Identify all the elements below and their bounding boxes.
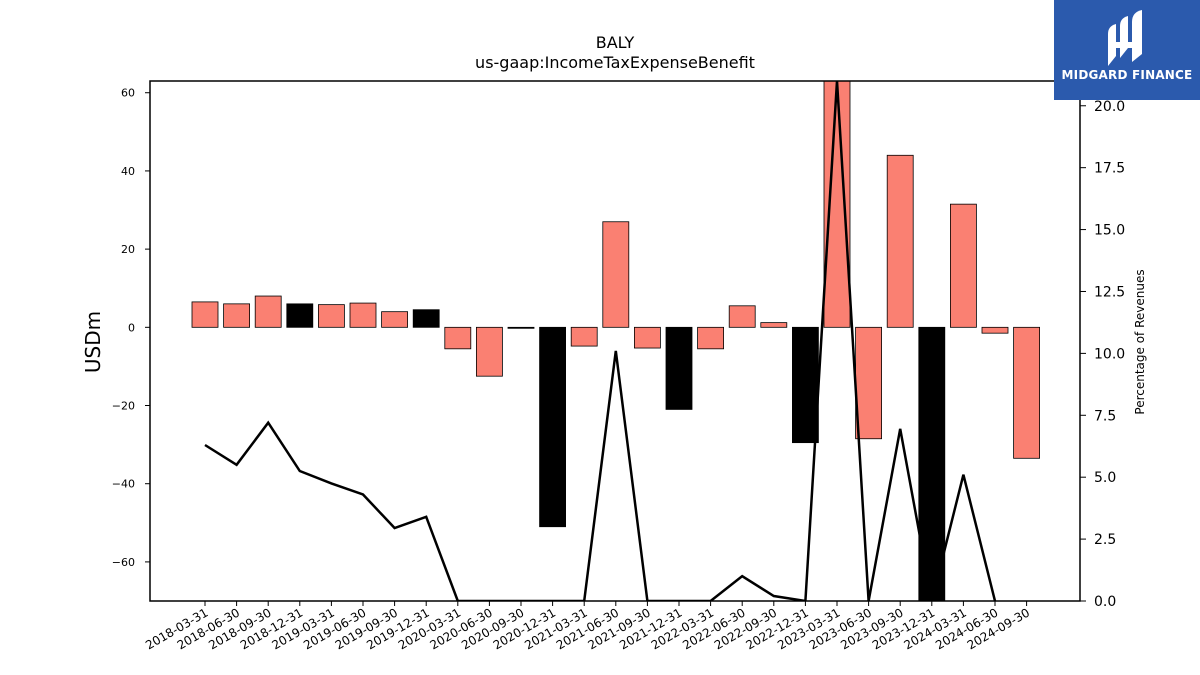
plot-clip-group <box>191 81 1040 601</box>
chart-title: BALY <box>596 33 635 52</box>
bar <box>760 322 788 328</box>
bar <box>191 301 219 328</box>
bar <box>950 203 977 328</box>
y-tick-label: −20 <box>112 400 135 413</box>
y-tick-label: −60 <box>112 556 135 569</box>
y-right-tick-label: 0.0 <box>1094 594 1116 610</box>
y-right-tick-label: 5.0 <box>1094 470 1116 486</box>
bar <box>823 81 851 328</box>
y-right-tick-label: 20.0 <box>1094 99 1125 115</box>
bar <box>886 154 914 328</box>
bar <box>665 326 693 410</box>
y-right-tick-label: 12.5 <box>1094 284 1125 300</box>
series-line <box>204 81 997 601</box>
y-right-tick-label: 10.0 <box>1094 346 1125 362</box>
bar <box>728 305 756 328</box>
bar <box>254 295 282 328</box>
midgard-finance-logo: MIDGARD FINANCE <box>1054 0 1200 100</box>
bar <box>223 303 251 328</box>
bar <box>349 302 377 328</box>
chart-subtitle: us-gaap:IncomeTaxExpenseBenefit <box>475 53 755 72</box>
bar <box>381 311 409 328</box>
bar <box>602 221 630 328</box>
bar <box>634 326 661 349</box>
bar <box>697 326 724 350</box>
bar <box>507 326 535 329</box>
y-tick-label: −40 <box>112 478 135 491</box>
y-right-tick-label: 15.0 <box>1094 223 1125 239</box>
bar <box>539 326 566 528</box>
bar <box>981 326 1009 334</box>
bar <box>444 326 472 350</box>
bar <box>412 309 440 328</box>
midgard-logo-icon <box>1108 10 1142 66</box>
bar <box>475 326 503 377</box>
logo-text: MIDGARD FINANCE <box>1061 68 1193 82</box>
bar <box>855 326 882 440</box>
plot-frame <box>149 80 1081 602</box>
y-right-tick-label: 2.5 <box>1094 532 1116 548</box>
bar <box>317 304 345 328</box>
y-tick-label: 20 <box>121 243 135 256</box>
bar <box>570 326 598 347</box>
bar <box>286 303 314 328</box>
y-right-tick-label: 7.5 <box>1094 408 1116 424</box>
y-axis-right-label: Percentage of Revenues <box>1133 269 1147 414</box>
bar <box>1013 326 1040 459</box>
bar <box>792 326 819 444</box>
plot-area: −60 −40 −20 0 20 40 60 0.0 2.5 5.0 7.5 10.0 12.5 15.0… <box>112 80 1125 652</box>
y-tick-label: 0 <box>128 321 135 334</box>
y-right-tick-label: 17.5 <box>1094 161 1125 177</box>
y-tick-label: 40 <box>121 165 135 178</box>
y-axis-label: USDm <box>81 311 105 373</box>
y-tick-label: 60 <box>121 87 135 100</box>
